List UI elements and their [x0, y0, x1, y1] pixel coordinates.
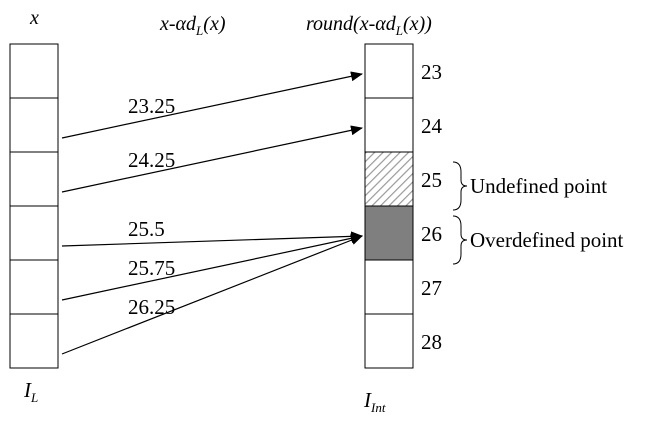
rounded-array-name: IInt	[363, 388, 386, 415]
rounded-index-labels: 23 24 25 26 27 28	[421, 60, 443, 354]
source-array-cell	[9, 97, 59, 153]
rounded-array-cell	[364, 97, 414, 153]
source-array	[9, 43, 59, 369]
rounded-array	[364, 43, 414, 369]
overdefined-point-annotation: Overdefined point	[470, 228, 624, 252]
rounded-coordinate-header: round(x-αdL(x))	[306, 13, 432, 38]
rounded-index-label: 27	[421, 276, 442, 300]
source-array-cell	[9, 259, 59, 315]
rounded-array-cell	[364, 259, 414, 315]
source-array-cell	[9, 313, 59, 369]
rounded-index-label: 23	[421, 60, 442, 84]
rounded-array-cell	[364, 313, 414, 369]
mapping-value-label: 25.5	[128, 217, 165, 241]
displaced-coordinate-header: x-αdL(x)	[159, 13, 226, 38]
source-array-cell	[9, 205, 59, 261]
mapping-value-label: 23.25	[128, 94, 175, 118]
overdefined-brace	[452, 215, 468, 265]
mapping-arrows: 23.25 24.25 25.5 25.75 26.25	[61, 71, 363, 355]
x-header: x	[29, 7, 39, 29]
rounded-index-label: 26	[421, 222, 442, 246]
mapping-arrow	[61, 233, 363, 301]
rounded-index-label: 28	[421, 330, 442, 354]
rounded-array-cell	[364, 43, 414, 99]
undefined-point-annotation: Undefined point	[470, 174, 607, 198]
rounded-index-label: 24	[421, 114, 443, 138]
source-array-cell	[9, 151, 59, 207]
mapping-value-label: 26.25	[128, 295, 175, 319]
rounded-index-label: 25	[421, 168, 442, 192]
mapping-arrow	[61, 231, 363, 247]
mapping-value-label: 24.25	[128, 148, 175, 172]
source-array-name: IL	[23, 378, 38, 405]
mapping-arrow	[61, 71, 363, 139]
source-array-cell	[9, 43, 59, 99]
mapping-arrow	[61, 125, 363, 193]
mapping-arrow	[61, 235, 363, 355]
undefined-brace	[452, 161, 468, 211]
undefined-cell	[364, 151, 414, 207]
overdefined-cell	[364, 205, 414, 261]
mapping-value-label: 25.75	[128, 256, 175, 280]
